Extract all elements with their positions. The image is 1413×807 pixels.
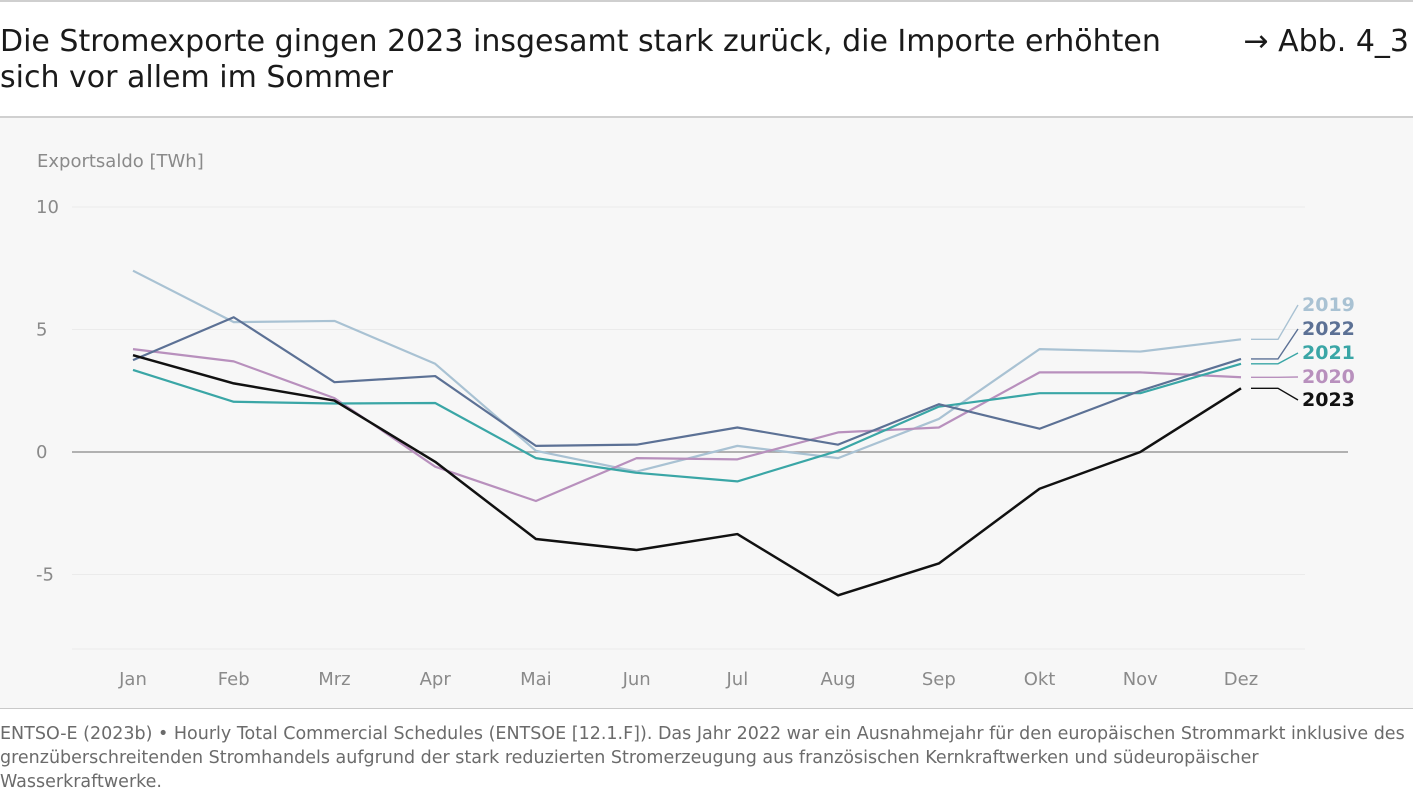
leader-line-2023 <box>1251 387 1299 401</box>
y-tick-label: 5 <box>36 320 47 341</box>
series-label-2019: 2019 <box>1302 294 1355 316</box>
leader-line-2021 <box>1251 352 1299 365</box>
y-tick-label: 0 <box>36 442 47 463</box>
x-tick-label: Mai <box>520 669 552 690</box>
y-tick-label: -5 <box>36 565 54 586</box>
figure-reference-link[interactable]: → Abb. 4_3 <box>1243 24 1409 59</box>
source-note: ENTSO-E (2023b) • Hourly Total Commercia… <box>0 724 1405 792</box>
x-tick-label: Jun <box>622 669 651 690</box>
leader-line-2019 <box>1251 304 1299 340</box>
x-tick-label: Nov <box>1123 669 1158 690</box>
series-line-2020 <box>132 348 1242 503</box>
series-label-2020: 2020 <box>1302 366 1355 388</box>
top-divider <box>0 0 1413 2</box>
x-tick-label: Feb <box>218 669 250 690</box>
leader-line-2022 <box>1251 328 1299 360</box>
x-tick-label: Mrz <box>318 669 350 690</box>
x-tick-label: Jan <box>118 669 147 690</box>
series-label-2023: 2023 <box>1302 389 1355 411</box>
series-line-2023 <box>132 354 1242 597</box>
chart-panel: Exportsaldo [TWh] 10 5 0 -5 Jan Feb Mrz Apr Mai… <box>0 118 1413 708</box>
x-tick-label: Dez <box>1224 669 1258 690</box>
x-tick-label: Sep <box>922 669 956 690</box>
series-line-2021 <box>132 362 1242 483</box>
y-axis-label: Exportsaldo [TWh] <box>37 151 204 172</box>
x-tick-label: Jul <box>726 669 749 690</box>
title-divider <box>0 116 1413 118</box>
chart-title: Die Stromexporte gingen 2023 insgesamt s… <box>0 24 1161 95</box>
series-label-2022: 2022 <box>1302 318 1355 340</box>
x-tick-label: Okt <box>1024 669 1056 690</box>
series-line-2022 <box>132 316 1242 447</box>
line-chart: Exportsaldo [TWh] 10 5 0 -5 Jan Feb Mrz Apr Mai… <box>36 151 1355 690</box>
series-label-2021: 2021 <box>1302 342 1355 364</box>
series-line-2019 <box>132 269 1242 473</box>
y-tick-label: 10 <box>36 197 59 218</box>
x-tick-label: Aug <box>821 669 856 690</box>
chart-bottom-divider <box>0 708 1413 709</box>
x-tick-label: Apr <box>420 669 452 690</box>
